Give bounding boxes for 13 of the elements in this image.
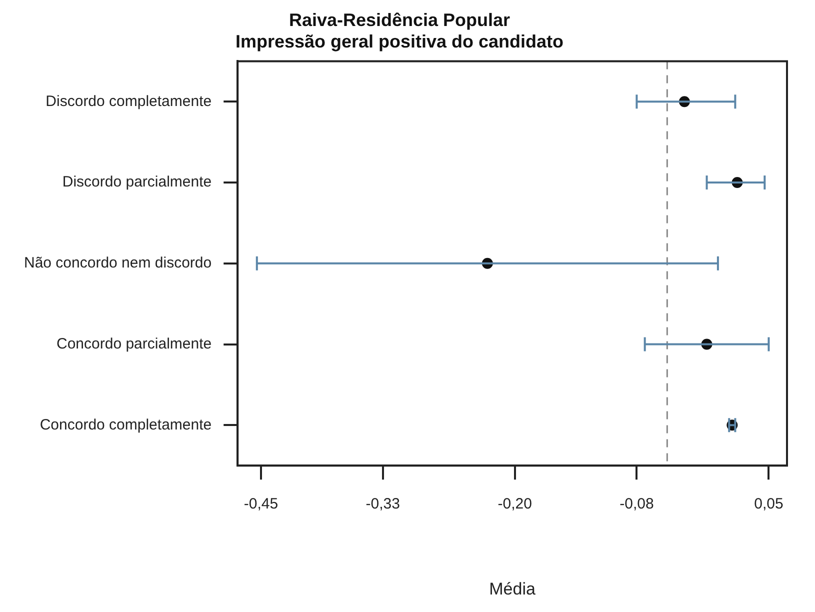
x-tick-label: -0,33: [366, 496, 400, 513]
y-tick-label: Concordo completamente: [40, 416, 212, 434]
x-tick-label: -0,20: [498, 496, 532, 513]
x-tick-label: -0,45: [244, 496, 278, 513]
y-tick-label: Discordo parcialmente: [62, 174, 212, 191]
x-tick-label: 0,05: [754, 496, 784, 513]
chart-subtitle: Impressão geral positiva do candidato: [235, 31, 564, 52]
x-axis-title: Média: [489, 579, 536, 598]
chart-title: Raiva-Residência Popular: [288, 10, 510, 30]
x-tick-label: -0,08: [620, 496, 654, 513]
y-tick-label: Discordo completamente: [46, 92, 212, 110]
y-tick-label: Concordo parcialmente: [56, 335, 212, 352]
y-tick-label: Não concordo nem discordo: [24, 254, 212, 272]
